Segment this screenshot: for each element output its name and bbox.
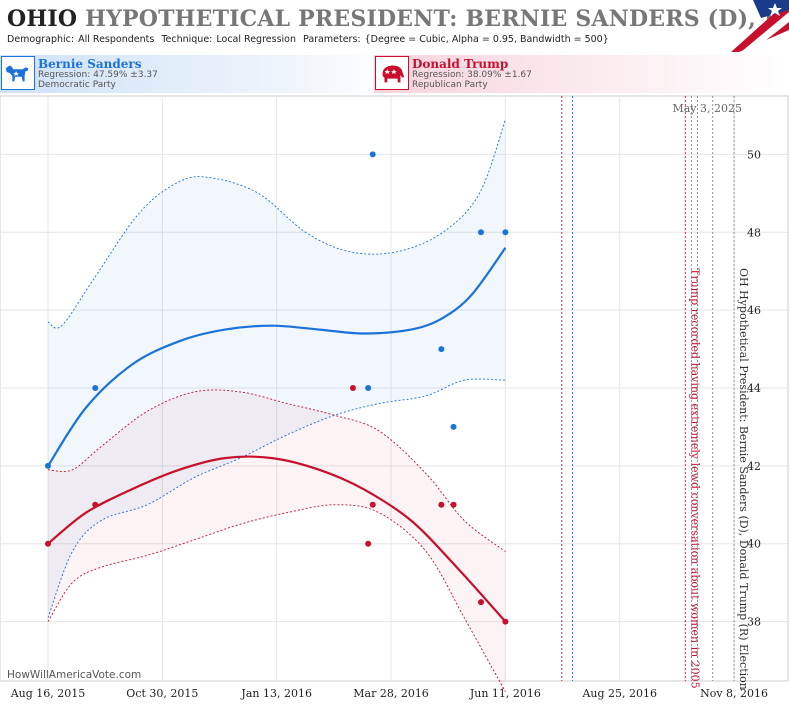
y-tick-label: 38 <box>747 616 761 629</box>
page-title: OHIO HYPOTHETICAL PRESIDENT: BERNIE SAND… <box>7 6 789 32</box>
x-tick-label: Aug 25, 2016 <box>581 687 657 700</box>
y-tick-label: 48 <box>747 226 761 239</box>
data-point <box>45 540 51 547</box>
confidence-band-fill <box>48 389 506 692</box>
x-tick-label: Mar 28, 2016 <box>353 687 429 700</box>
demographic-value: All Respondents <box>78 34 155 45</box>
legend-democrat: Bernie Sanders Regression: 47.59% ±3.37 … <box>0 55 400 93</box>
x-tick-label: Oct 30, 2015 <box>126 687 198 700</box>
confidence-band-upper <box>47 389 506 552</box>
y-tick-label: 44 <box>747 382 761 395</box>
candidate-regression: Regression: 38.09% ±1.67 <box>412 70 532 80</box>
confidence-band-upper <box>47 119 506 329</box>
candidate-name: Bernie Sanders <box>38 57 142 71</box>
date-label: May 3, 2025 <box>672 102 742 115</box>
event-label: Trump recorded having extremely lewd con… <box>688 268 701 689</box>
elephant-icon <box>375 56 409 90</box>
data-point <box>369 151 376 158</box>
trend-line <box>47 455 507 623</box>
parameters-label: Parameters: <box>303 34 361 45</box>
data-point <box>450 423 457 430</box>
data-point <box>349 385 356 391</box>
y-tick-label: 40 <box>747 538 761 551</box>
candidate-party: Democratic Party <box>38 80 116 90</box>
data-point <box>369 501 376 508</box>
y-axis-ticks: 38 40 42 44 46 48 50 <box>747 148 761 628</box>
donkey-icon <box>1 56 35 90</box>
watermark: HowWillAmericaVote.com <box>7 669 141 681</box>
data-point <box>438 346 445 353</box>
flag-logo-icon <box>731 0 789 52</box>
event-lines: Trump recorded having extremely lewd con… <box>561 96 750 690</box>
candidate-name: Donald Trump <box>412 57 509 71</box>
data-point <box>477 599 484 606</box>
data-point <box>45 462 51 469</box>
x-tick-label: Jun 11, 2016 <box>469 687 541 700</box>
confidence-bands <box>47 119 506 692</box>
header: OHIO HYPOTHETICAL PRESIDENT: BERNIE SAND… <box>0 0 789 52</box>
title-rest: HYPOTHETICAL PRESIDENT: BERNIE SANDERS (… <box>85 6 789 32</box>
confidence-band-lower <box>47 378 506 618</box>
y-tick-label: 50 <box>747 148 761 161</box>
candidate-legend: Bernie Sanders Regression: 47.59% ±3.37 … <box>0 55 789 93</box>
trend-line <box>47 247 507 467</box>
event-label: OH Hypothetical President: Bernie Sander… <box>737 268 750 690</box>
data-point <box>502 229 509 236</box>
x-tick-label: Jan 13, 2016 <box>240 687 312 700</box>
x-tick-label: Aug 16, 2015 <box>10 687 86 700</box>
x-axis-ticks: Aug 16, 2015 Oct 30, 2015 Jan 13, 2016 Mar … <box>10 687 768 700</box>
legend-republican: Donald Trump Regression: 38.09% ±1.67 Re… <box>374 55 789 93</box>
data-point <box>365 385 372 391</box>
data-point <box>92 385 99 391</box>
data-point <box>438 501 445 508</box>
plot-background <box>0 96 789 682</box>
data-point <box>502 618 509 625</box>
technique-label: Technique: <box>161 34 213 45</box>
candidate-party: Republican Party <box>412 80 488 90</box>
data-points <box>45 151 509 625</box>
candidate-regression: Regression: 47.59% ±3.37 <box>38 70 158 80</box>
title-state: OHIO <box>7 6 78 32</box>
y-tick-label: 42 <box>747 460 761 473</box>
technique-value: Local Regression <box>216 34 296 45</box>
y-tick-label: 46 <box>747 304 761 317</box>
demographic-label: Demographic: <box>7 34 75 45</box>
data-point <box>477 229 484 236</box>
chart-parameters: Demographic: All Respondents Technique: Lo… <box>7 34 613 45</box>
confidence-band-fill <box>48 119 506 618</box>
parameters-value: {Degree = Cubic, Alpha = 0.95, Bandwidth… <box>364 34 609 45</box>
confidence-band-lower <box>47 504 506 692</box>
data-point <box>365 540 372 547</box>
data-point <box>450 501 457 508</box>
trend-lines <box>47 247 507 623</box>
data-point <box>92 501 99 508</box>
x-tick-label: Nov 8, 2016 <box>700 687 768 700</box>
